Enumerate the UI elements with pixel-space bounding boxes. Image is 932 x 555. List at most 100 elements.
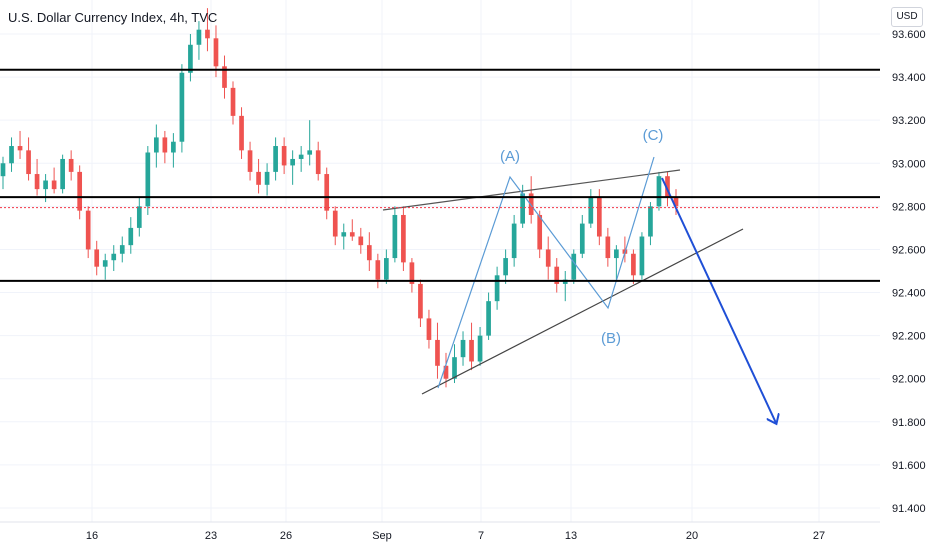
x-tick-label: 7 [478,530,484,542]
candle-body [26,150,31,175]
candle [639,232,645,280]
candle [153,124,159,168]
candle-body [77,171,83,211]
currency-button[interactable]: USD [891,7,923,27]
x-tick-label: 26 [280,530,292,542]
x-tick-label: 27 [813,530,825,542]
candle-body [128,227,134,246]
levels-layer: 93.43492.84392.45492.79429:14 [0,60,926,290]
candle [341,223,347,250]
candle [102,253,108,280]
candle-body [409,262,415,284]
candle [145,146,151,215]
candle [128,217,134,254]
candle-body [571,253,577,280]
candle-body [486,301,491,336]
candle [85,206,91,259]
candle-body [205,29,210,39]
candle [26,137,31,181]
candle-body [247,150,253,172]
candle-body [188,44,193,73]
candle-body [673,197,679,207]
candle [222,55,227,99]
candle [179,64,185,153]
candle-body [537,214,543,250]
candle [60,154,65,194]
x-tick-label: Sep [372,530,392,542]
candle [9,137,14,172]
candle [545,236,551,280]
grid [0,0,880,522]
wave-path [437,156,655,389]
candle-body [631,253,636,276]
candle-body [171,141,176,153]
candle-body [315,150,321,175]
candle [435,322,440,379]
candle-body [452,357,457,379]
x-tick-label: 13 [565,530,577,542]
candle-body [366,245,372,261]
candle [579,214,585,259]
candle [477,327,483,366]
candle [554,258,560,293]
y-tick-label: 93.200 [892,115,926,127]
candle-body [43,180,48,190]
candle-body [579,223,585,254]
candle-body [17,146,23,151]
candle-body [648,206,653,237]
candle [384,249,389,284]
candle [596,189,602,246]
candle [281,137,287,175]
y-tick-label: 91.800 [892,417,926,429]
candle-body [162,137,168,153]
y-tick-label: 93.400 [892,72,926,84]
candle-body [196,29,202,45]
candle-body [85,210,91,250]
candle [0,156,6,190]
candle-body [298,154,304,159]
candle-body [656,176,662,207]
candle [239,107,244,159]
candle [119,236,125,263]
candle-body [51,180,57,190]
candle-body [281,146,287,166]
candle [256,158,261,194]
candle [605,227,611,267]
wave-label-b: (B) [601,330,621,347]
candle [673,189,679,215]
candle-body [111,253,117,261]
candle-body [545,249,551,267]
candle [51,167,57,194]
candle [648,202,653,246]
price-axis[interactable] [880,0,932,550]
candle-body [264,171,270,185]
wave-label-a: (A) [500,148,520,165]
candle-body [273,146,278,172]
candle [77,165,83,220]
candle [188,34,193,82]
candle-body [614,249,619,259]
candle-body [605,236,611,259]
candle-body [443,365,449,379]
candle-body [102,260,108,267]
candle-body [307,150,313,155]
x-tick-label: 20 [686,530,698,542]
candle [520,184,526,228]
candle-body [136,206,142,228]
candle [273,137,278,181]
candle [511,214,517,267]
candle-body [341,232,347,237]
y-tick-label: 92.400 [892,288,926,300]
candle-body [401,214,406,263]
candle [68,150,74,181]
candle [528,176,534,224]
candle [460,331,466,366]
candle-body [68,158,74,172]
drawings-layer: (A) (B) (C) [382,127,776,423]
candle [375,253,381,289]
candle [136,197,142,237]
candle [614,245,619,280]
candle-body [230,87,236,116]
candle [392,206,398,263]
candle [17,130,23,159]
